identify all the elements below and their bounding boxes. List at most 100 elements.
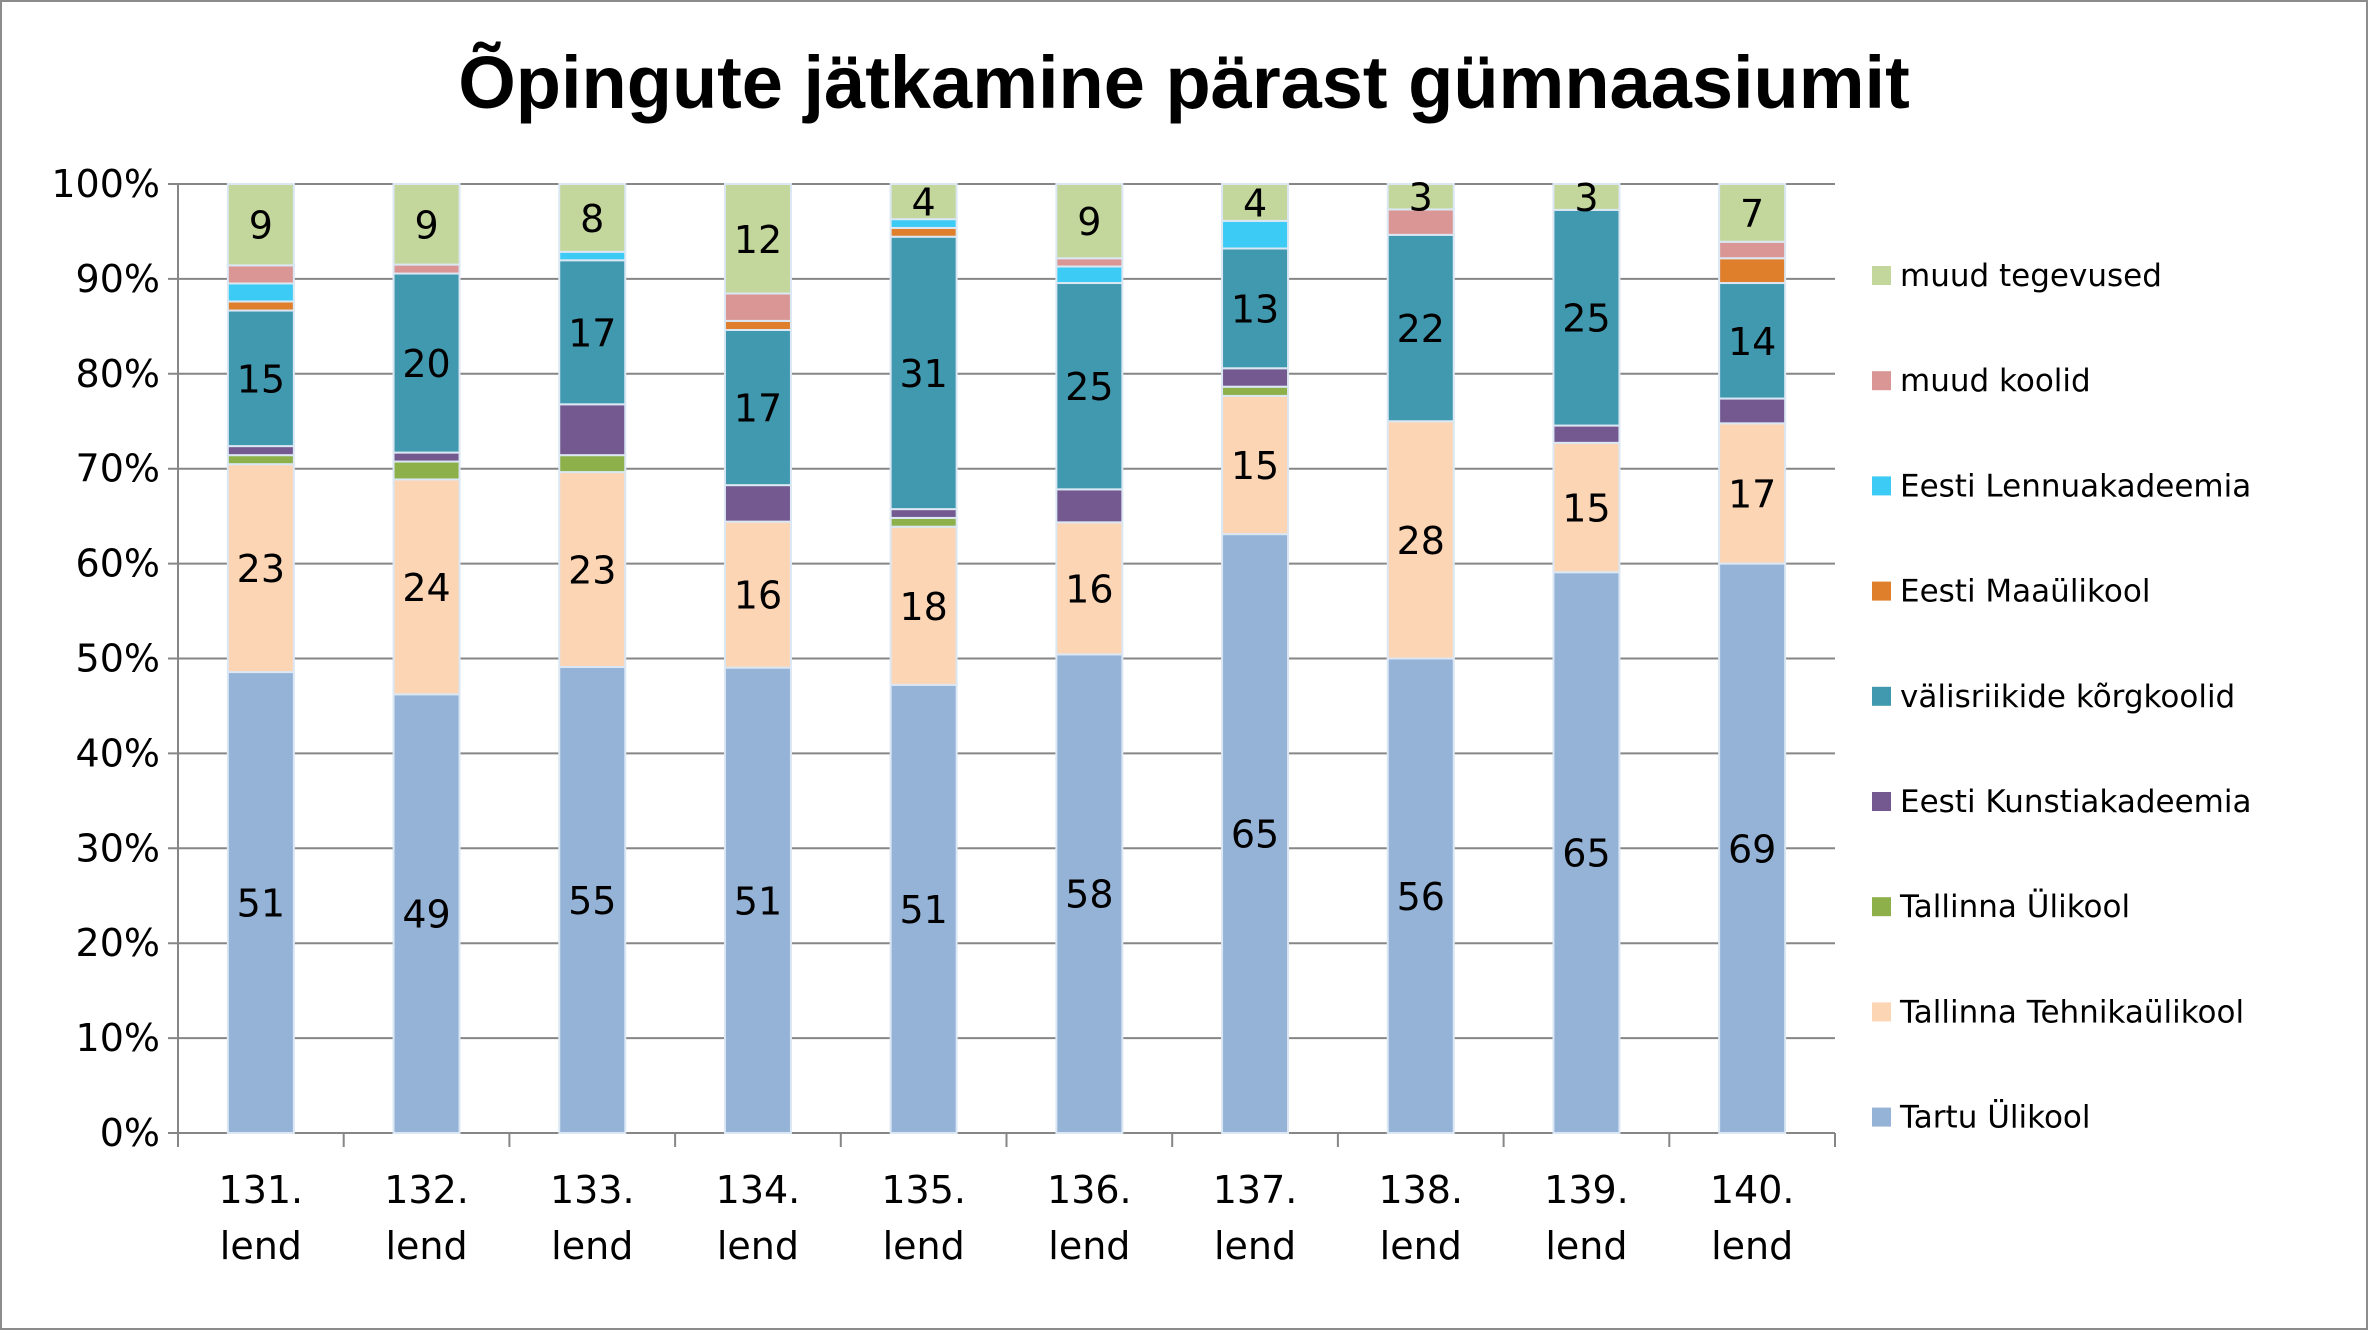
data-label: 51	[237, 882, 285, 926]
bar-segment	[226, 264, 295, 285]
x-tick-label: 134.	[716, 1168, 801, 1212]
bar-segment	[1386, 420, 1455, 660]
bar-segment	[558, 454, 627, 474]
bar-segment	[1386, 657, 1455, 1134]
x-tick-label: 131.	[219, 1168, 304, 1212]
data-label: 14	[1728, 320, 1776, 364]
bar-segment	[1055, 282, 1124, 491]
bar-segment	[1221, 385, 1290, 397]
x-tick-label: lend	[1214, 1224, 1296, 1268]
legend-swatch	[1872, 371, 1891, 391]
data-label: 28	[1397, 519, 1445, 563]
bar-segment	[558, 250, 627, 262]
legend-label: Tartu Ülikool	[1899, 1099, 2091, 1136]
bar-segment	[392, 693, 461, 1135]
bar-segment	[558, 259, 627, 406]
data-label: 25	[1065, 365, 1113, 409]
data-label: 12	[734, 218, 782, 262]
legend-label: välisriikide kõrgkoolid	[1900, 679, 2235, 715]
data-label: 51	[734, 879, 782, 923]
data-label: 65	[1231, 813, 1279, 857]
data-label: 9	[414, 203, 438, 247]
x-tick-label: lend	[220, 1224, 302, 1268]
legend-swatch	[1872, 686, 1891, 706]
y-tick-label: 90%	[76, 257, 160, 301]
x-tick-label: lend	[883, 1224, 965, 1268]
y-tick-label: 60%	[76, 542, 160, 586]
bar-segment	[392, 263, 461, 275]
bar-segment	[1221, 219, 1290, 250]
data-label: 18	[899, 585, 947, 629]
legend-swatch	[1872, 1107, 1891, 1127]
legend-swatch	[1872, 792, 1891, 811]
data-label: 24	[402, 566, 450, 610]
legend-swatch	[1872, 897, 1891, 917]
bar-segment	[723, 329, 792, 487]
legend-swatch	[1872, 476, 1891, 496]
data-label: 8	[580, 197, 604, 241]
bar-segment	[889, 508, 958, 519]
x-tick-label: 139.	[1544, 1168, 1629, 1212]
bar-segment	[889, 516, 958, 528]
data-label: 56	[1397, 875, 1445, 919]
bar-segment	[1552, 424, 1621, 444]
bar-segment	[558, 183, 627, 253]
data-label: 20	[402, 342, 450, 386]
bar-segment	[723, 183, 792, 295]
bar-segment	[723, 292, 792, 322]
legend-swatch	[1872, 1002, 1891, 1022]
data-label: 16	[1065, 567, 1113, 611]
bar-segment	[1055, 257, 1124, 268]
bar-segment	[1718, 397, 1787, 425]
bar-segment	[226, 671, 295, 1134]
bar-segment	[226, 282, 295, 303]
x-tick-label: 135.	[881, 1168, 966, 1212]
bar-segment	[226, 309, 295, 448]
data-label: 49	[402, 893, 450, 937]
y-tick-label: 0%	[100, 1111, 160, 1155]
data-label: 25	[1562, 297, 1610, 341]
data-label: 22	[1397, 307, 1445, 351]
y-tick-label: 80%	[76, 352, 160, 396]
data-label: 9	[249, 204, 273, 248]
x-tick-label: lend	[1048, 1224, 1130, 1268]
bar-segment	[392, 183, 461, 266]
data-label: 51	[899, 888, 947, 932]
legend-label: Tallinna Tehnikaülikool	[1899, 994, 2244, 1030]
data-label: 55	[568, 879, 616, 923]
bar-segment	[226, 463, 295, 674]
data-label: 31	[899, 352, 947, 396]
legend-swatch	[1872, 266, 1891, 285]
bar-segment	[226, 445, 295, 457]
bar-segment	[1221, 367, 1290, 388]
y-tick-label: 40%	[76, 731, 160, 775]
bar-segment	[1718, 240, 1787, 260]
y-tick-label: 30%	[76, 826, 160, 870]
bar-segment	[226, 183, 295, 267]
legend-label: muud tegevused	[1900, 258, 2162, 294]
bar-segment	[1718, 562, 1787, 1134]
data-label: 17	[568, 311, 616, 355]
x-tick-label: 133.	[550, 1168, 635, 1212]
data-label: 16	[734, 574, 782, 618]
data-label: 4	[1243, 181, 1267, 225]
x-tick-label: lend	[1711, 1224, 1793, 1268]
data-label: 23	[568, 549, 616, 593]
data-label: 69	[1728, 827, 1776, 871]
data-label: 15	[1231, 444, 1279, 488]
data-label: 65	[1562, 832, 1610, 876]
bar-segment	[1552, 208, 1621, 427]
y-tick-label: 100%	[51, 162, 160, 206]
bar-segment	[392, 272, 461, 454]
data-label: 17	[734, 387, 782, 431]
bar-segment	[1055, 521, 1124, 656]
x-tick-label: 140.	[1710, 1168, 1795, 1212]
y-tick-label: 10%	[76, 1016, 160, 1060]
data-label: 23	[237, 547, 285, 591]
bar-segment	[558, 665, 627, 1134]
bar-segment	[889, 235, 958, 511]
bar-segment	[392, 478, 461, 696]
data-label: 3	[1409, 176, 1433, 220]
x-tick-label: 136.	[1047, 1168, 1132, 1212]
